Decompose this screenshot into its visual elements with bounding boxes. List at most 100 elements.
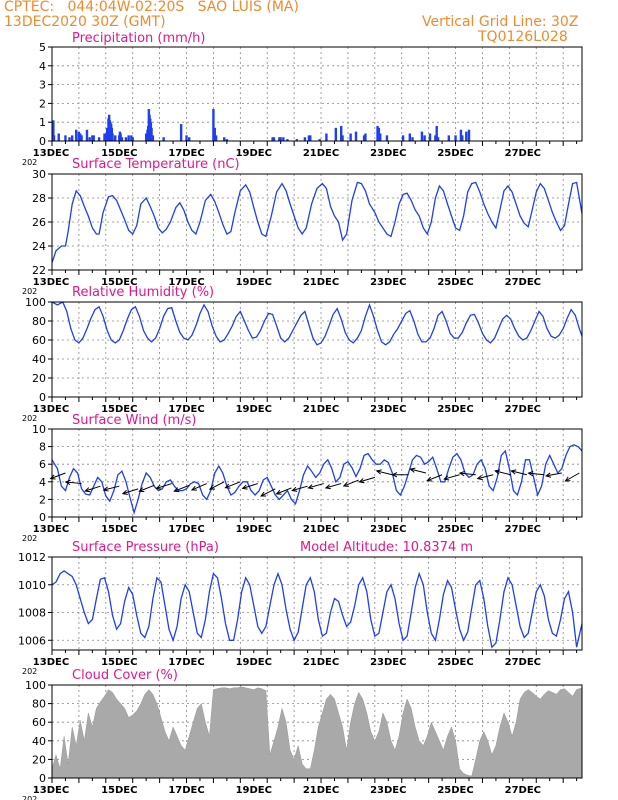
wind-arrow: [343, 479, 359, 487]
precip-bar: [401, 135, 405, 141]
wind-arrow-head: [121, 489, 128, 495]
header-date-line: 13DEC2020 30Z (GMT): [4, 14, 166, 30]
panel-frame: [51, 301, 583, 398]
wind-arrow: [308, 483, 324, 489]
y-tick-label: 60: [32, 334, 46, 347]
wind-arrow: [292, 485, 308, 492]
wind-arrow: [410, 468, 427, 474]
wind-arrow: [122, 488, 139, 495]
wind-arrow: [427, 474, 443, 482]
wind-arrow: [103, 485, 120, 491]
precip-bar: [454, 135, 457, 141]
precip-bar: [362, 135, 366, 141]
wind-arrow-head: [375, 469, 382, 475]
wind-arrow-head: [307, 484, 314, 490]
wind-arrow: [156, 483, 172, 489]
wind-arrow: [511, 470, 527, 476]
precip-bar: [52, 120, 55, 141]
precip-bar: [325, 133, 328, 141]
plot-area: [52, 302, 582, 346]
wind-arrow: [139, 484, 155, 492]
plot-area: [52, 444, 582, 515]
precip-bar: [212, 109, 215, 141]
precip-bar: [340, 125, 343, 141]
y-tick-label: 4: [39, 476, 46, 489]
precip-bar: [130, 135, 133, 141]
precip-bar: [188, 137, 191, 141]
wind-arrow-head: [224, 483, 231, 489]
x-tick-label: 21DEC: [303, 404, 339, 415]
y-tick-label: 1010: [18, 579, 46, 592]
x-axis: 13DEC 15DEC 17DEC 19DEC 21DEC 23DEC 25DEC 27DEC…: [22, 778, 578, 800]
grid: [52, 174, 582, 270]
x-tick-label: 23DEC: [370, 524, 406, 535]
x-tick-label: 15DEC: [101, 404, 137, 415]
x-tick-label: 21DEC: [303, 657, 339, 668]
x-tick-label: 19DEC: [236, 657, 272, 668]
wind-arrow-head: [64, 479, 71, 486]
x-axis: 13DEC 15DEC 17DEC 19DEC 21DEC 23DEC 25DEC 27DEC…: [22, 397, 578, 423]
cloud-cover-area: [52, 686, 582, 778]
x-tick-label: 27DEC: [505, 277, 541, 288]
precip-bar: [105, 127, 109, 141]
x-tick-label: 15DEC: [101, 524, 137, 535]
x-tick-label: 23DEC: [370, 657, 406, 668]
x-axis: 13DEC 15DEC 17DEC 19DEC 21DEC 23DEC 25DEC 27DEC…: [22, 517, 578, 543]
panel-2: 0 20 40 60 80 100 13DEC 15DEC 17DEC 19DEC 21DEC 23D…: [22, 285, 583, 423]
x-tick-label: 17DEC: [168, 785, 204, 796]
precip-bar: [423, 135, 426, 141]
wind-vectors: [49, 467, 580, 497]
precip-bar: [377, 127, 381, 141]
y-tick-label: 100: [25, 296, 46, 309]
precip-bar: [420, 131, 424, 141]
wind-arrow: [191, 483, 207, 491]
precip-bar: [80, 135, 83, 141]
x-tick-label: 25DEC: [437, 524, 473, 535]
y-tick-label: 28: [32, 192, 46, 205]
x-tick-label: 19DEC: [236, 785, 272, 796]
precip-bar: [307, 135, 311, 141]
y-tick-label: 80: [32, 698, 46, 711]
header-model-id: TQ0126L028: [478, 29, 568, 45]
x-tick-label: 23DEC: [370, 148, 406, 159]
precip-bar: [77, 131, 81, 141]
x-tick-label: 19DEC: [236, 524, 272, 535]
precip-bar: [214, 135, 218, 141]
wind-arrow: [528, 472, 545, 476]
wind-arrow: [459, 472, 476, 476]
x-tick-label: 21DEC: [303, 277, 339, 288]
wind-arrow: [546, 472, 562, 477]
wind-arrow-head: [138, 487, 145, 493]
y-tick-label: 1008: [18, 607, 46, 620]
wind-arrow-head: [173, 487, 180, 493]
wind-arrow: [359, 476, 375, 483]
x-tick-label: 21DEC: [303, 524, 339, 535]
wind-arrow-head: [510, 469, 517, 475]
precip-bar: [162, 137, 165, 141]
y-tick-label: 40: [32, 735, 46, 748]
precip-bar: [272, 137, 276, 141]
x-tick-label: 17DEC: [168, 657, 204, 668]
precip-bar: [461, 135, 464, 141]
x-tick-label: 17DEC: [168, 148, 204, 159]
wind-arrow: [260, 488, 276, 497]
precip-bar: [124, 137, 128, 141]
wind-arrow: [444, 474, 460, 480]
wind-arrow: [50, 472, 66, 480]
panel-frame: [51, 684, 583, 779]
precip-bar: [79, 133, 82, 141]
precip-bar: [150, 127, 153, 141]
precip-bar: [91, 135, 94, 141]
wind-arrow-head: [155, 484, 162, 490]
wind-arrow-head: [342, 481, 349, 487]
precip-bar: [57, 133, 60, 141]
precip-bar: [408, 133, 412, 141]
wind-arrow-head: [208, 484, 215, 490]
precip-bar: [447, 135, 451, 141]
wind-arrow: [276, 487, 292, 495]
wind-arrow-head: [564, 476, 571, 482]
wind-arrow: [174, 484, 190, 492]
y-tick-label: 22: [32, 264, 46, 277]
precip-bar: [103, 133, 106, 141]
series-line: [52, 444, 582, 515]
